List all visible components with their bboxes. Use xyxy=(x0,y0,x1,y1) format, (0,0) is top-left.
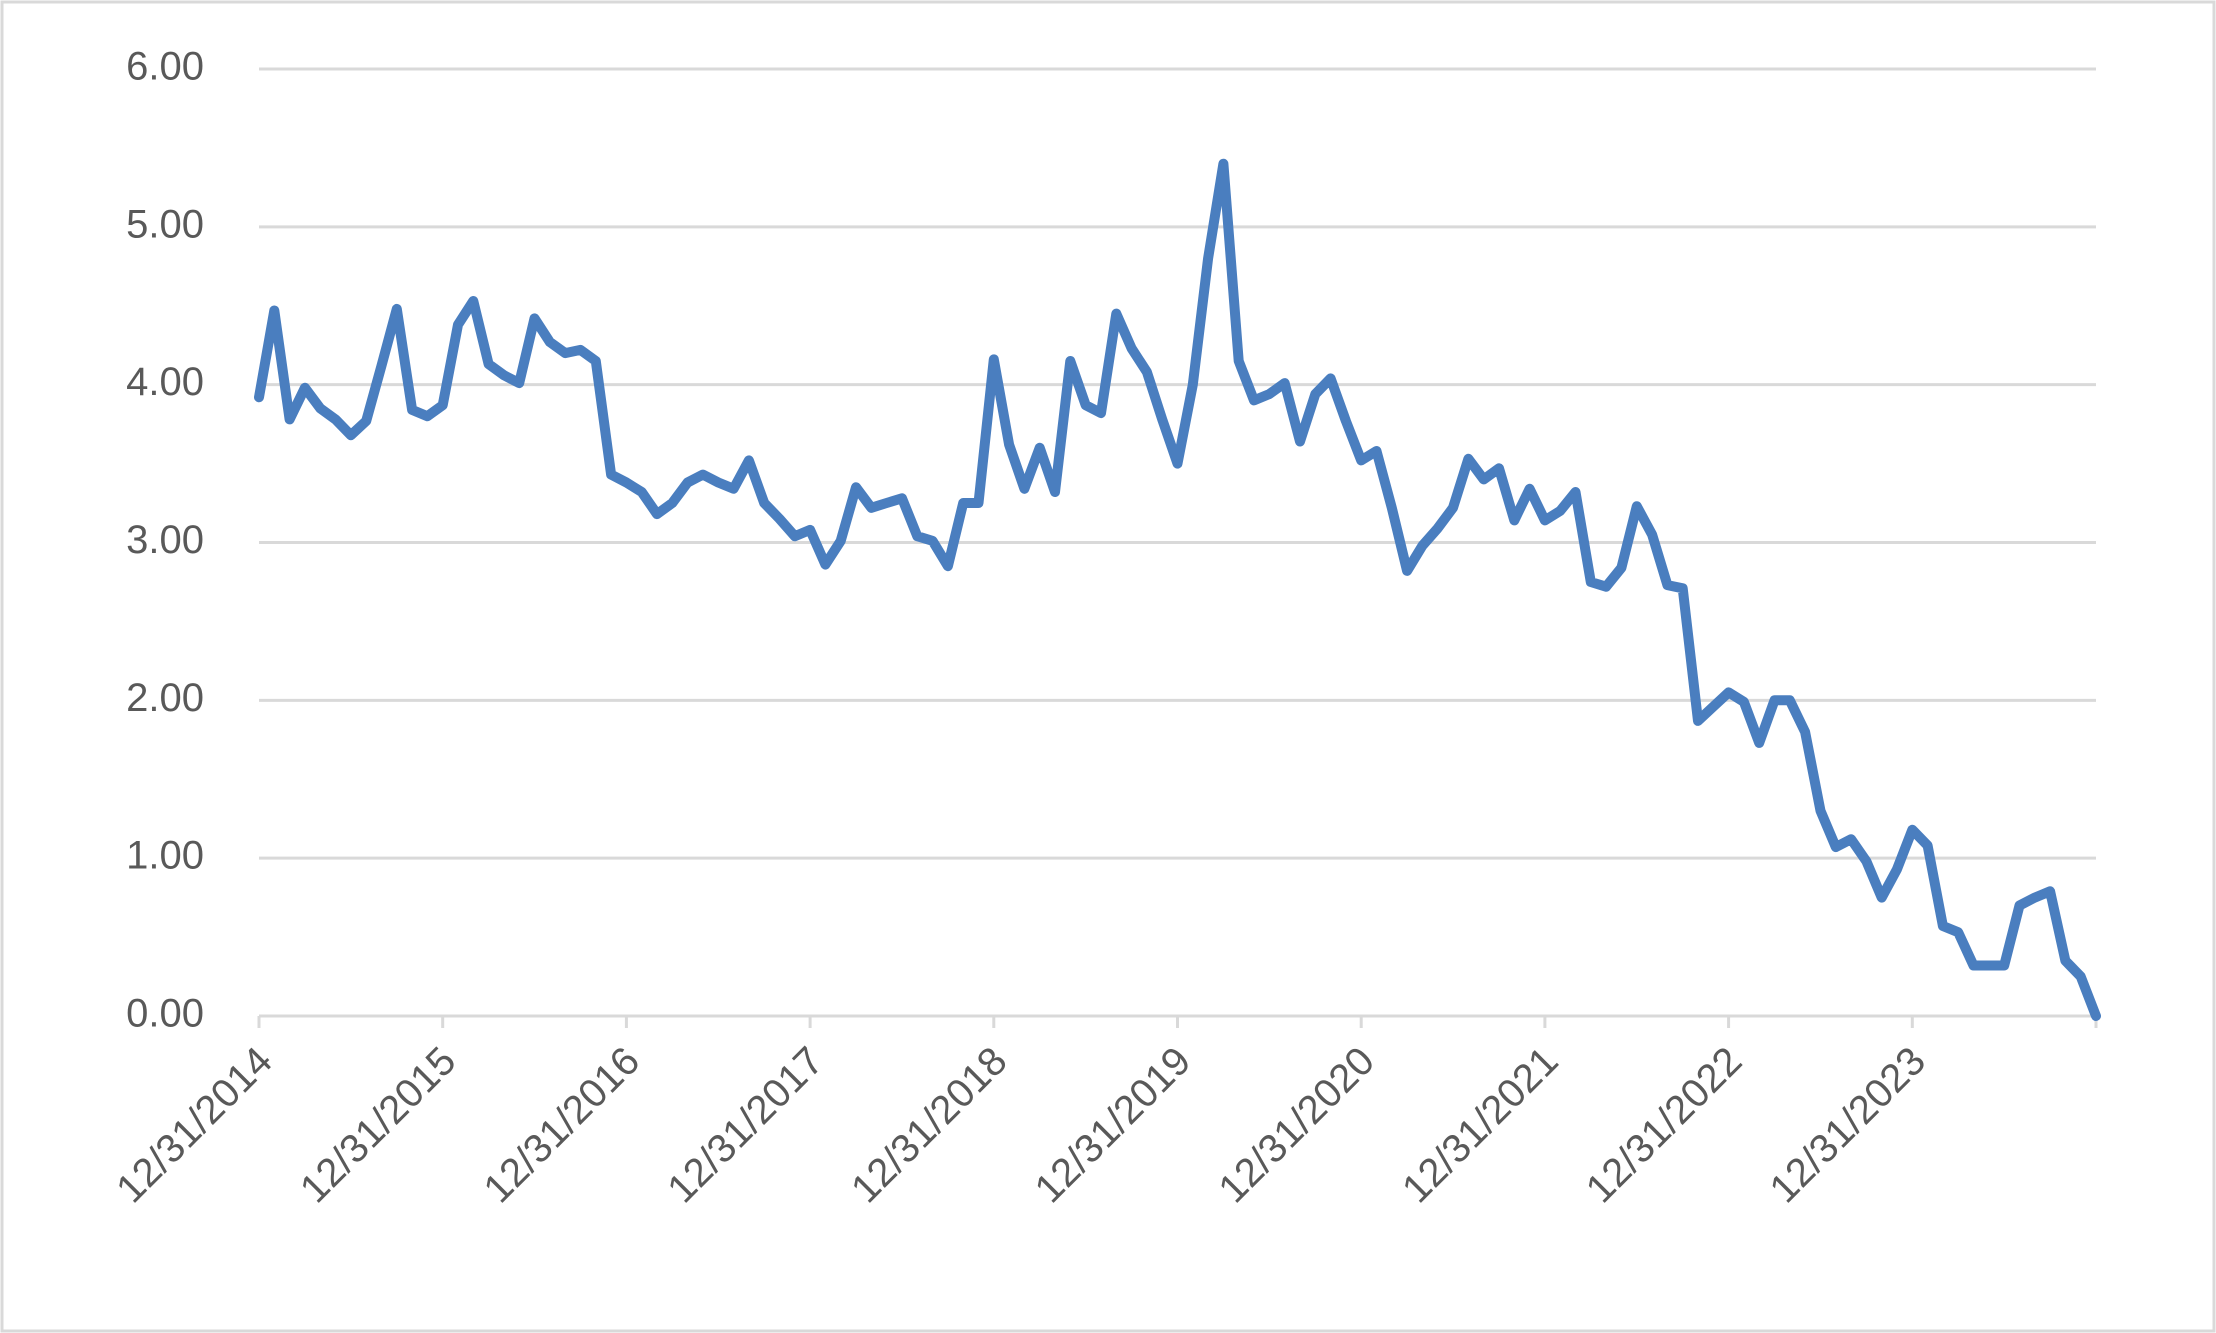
y-tick-label: 1.00 xyxy=(126,834,204,878)
y-tick-label: 6.00 xyxy=(126,45,204,89)
y-tick-label: 2.00 xyxy=(126,676,204,720)
y-tick-label: 4.00 xyxy=(126,360,204,404)
y-tick-label: 3.00 xyxy=(126,518,204,562)
data-line xyxy=(254,158,2101,1021)
y-tick-label: 5.00 xyxy=(126,202,204,246)
y-tick-label: 0.00 xyxy=(126,992,204,1036)
